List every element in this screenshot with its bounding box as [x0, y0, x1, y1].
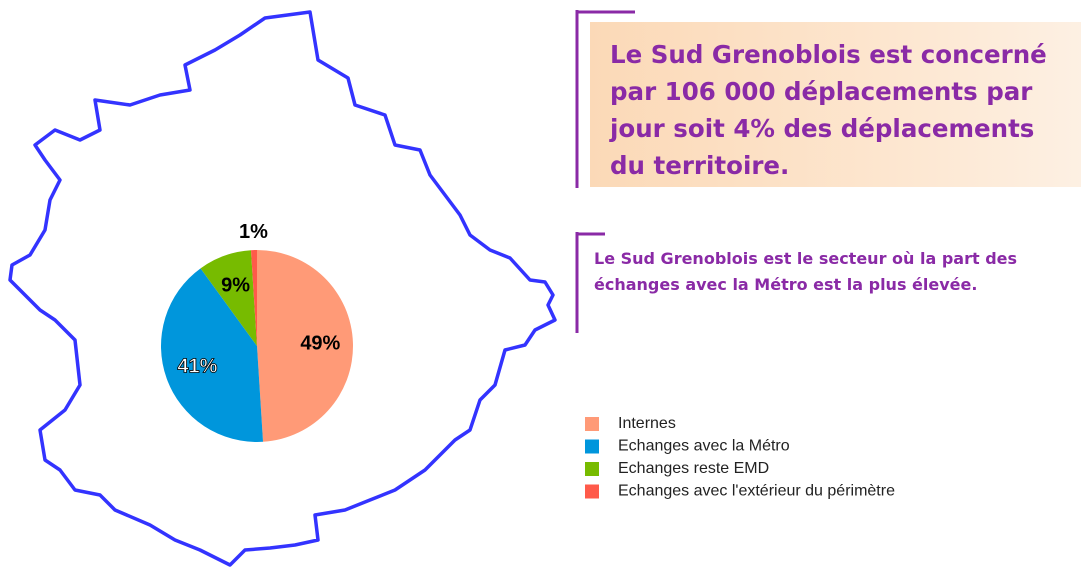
data-label: 49% [300, 332, 340, 354]
legend-swatch [585, 462, 599, 476]
legend-swatch [585, 439, 599, 454]
data-label: 9% [221, 275, 250, 297]
legend-label: Internes [618, 415, 676, 432]
legend-label: Echanges reste EMD [618, 460, 769, 477]
legend-label: Echanges avec l'extérieur du périmètre [618, 483, 895, 500]
pie-slice [200, 250, 257, 346]
legend-swatch [585, 417, 599, 431]
pie-slice [160, 268, 264, 443]
pie-slice [257, 250, 354, 442]
annotation: Le Sud Grenoblois est concerné par 106 0… [590, 22, 1081, 187]
legend-swatch [585, 484, 599, 499]
pie-slice [250, 250, 257, 346]
legend-label: Echanges avec la Métro [618, 438, 790, 455]
data-label: 1% [239, 221, 268, 243]
annotation: Le Sud Grenoblois est le secteur où la p… [594, 249, 1018, 294]
data-label: 41% [177, 356, 217, 378]
map-outline [8, 10, 557, 567]
